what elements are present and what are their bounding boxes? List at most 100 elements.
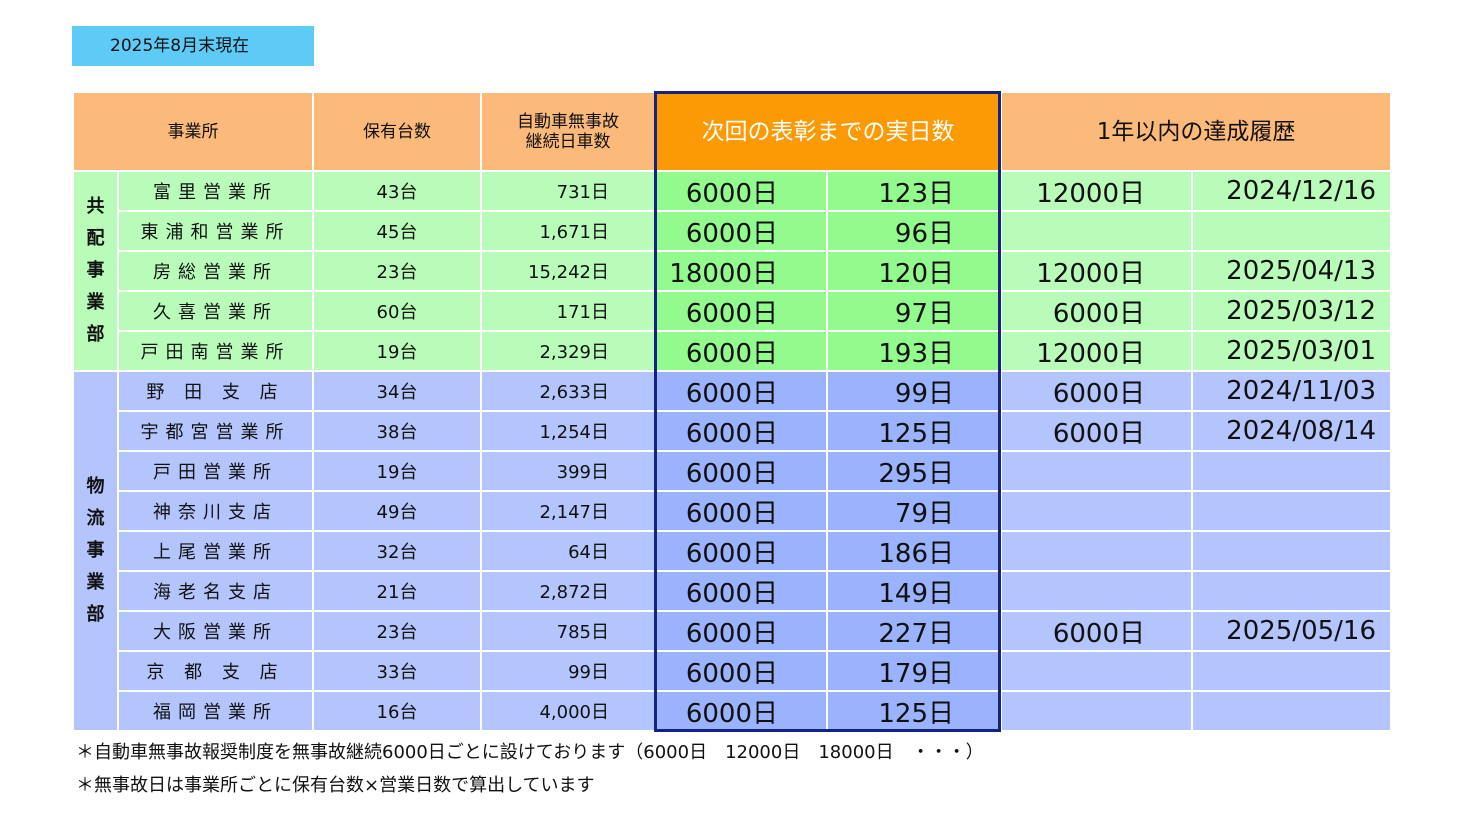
days-remaining-cell: 97日 xyxy=(826,290,1002,332)
days-remaining-cell: 120日 xyxy=(826,250,1002,292)
office-name-cell: 京 都 支 店 xyxy=(117,650,314,692)
table-row: 房総営業所 23台 15,242日 18000日 120日 12000日 2025/04/1… xyxy=(73,250,1393,292)
header-accident-free-days: 自動車無事故 継続日車数 xyxy=(480,91,656,172)
department-char: 共 xyxy=(86,196,105,217)
office-name-cell: 大阪営業所 xyxy=(117,610,314,652)
units-cell: 23台 xyxy=(312,610,482,652)
header-units: 保有台数 xyxy=(312,91,482,172)
table-body: 共配事業部富里営業所 43台 731日 6000日 123日 12000日 2024/12/… xyxy=(72,170,1393,732)
office-name-cell: 福岡営業所 xyxy=(117,690,314,732)
accident-free-days-cell: 15,242日 xyxy=(480,250,656,292)
achieved-date-cell xyxy=(1190,450,1393,492)
units-cell: 19台 xyxy=(312,330,482,372)
office-name-cell: 房総営業所 xyxy=(117,250,314,292)
office-name-cell: 戸田営業所 xyxy=(117,450,314,492)
achieved-milestone-cell: 6000日 xyxy=(1000,610,1193,652)
units-cell: 60台 xyxy=(312,290,482,332)
next-milestone-cell: 6000日 xyxy=(654,570,828,612)
department-char: 事 xyxy=(86,260,105,281)
department-char: 業 xyxy=(86,292,105,313)
achieved-date-cell: 2025/03/12 xyxy=(1190,290,1393,332)
table-row: 大阪営業所 23台 785日 6000日 227日 6000日 2025/05/16 xyxy=(73,610,1393,652)
office-name-cell: 東浦和営業所 xyxy=(117,210,314,252)
table-row: 京 都 支 店 33台 99日 6000日 179日 xyxy=(73,650,1393,692)
days-remaining-cell: 227日 xyxy=(826,610,1002,652)
achieved-date-cell: 2025/03/01 xyxy=(1190,330,1393,372)
table-row: 久喜営業所 60台 171日 6000日 97日 6000日 2025/03/12 xyxy=(73,290,1393,332)
accident-free-days-cell: 64日 xyxy=(480,530,656,572)
office-name-cell: 宇都宮営業所 xyxy=(117,410,314,452)
days-remaining-cell: 123日 xyxy=(826,170,1002,212)
days-remaining-cell: 125日 xyxy=(826,690,1002,732)
achieved-milestone-cell: 12000日 xyxy=(1000,250,1193,292)
units-cell: 23台 xyxy=(312,250,482,292)
next-milestone-cell: 6000日 xyxy=(654,490,828,532)
achieved-date-cell xyxy=(1190,490,1393,532)
achieved-milestone-cell: 12000日 xyxy=(1000,170,1193,212)
office-name-cell: 戸田南営業所 xyxy=(117,330,314,372)
office-name-cell: 神奈川支店 xyxy=(117,490,314,532)
units-cell: 21台 xyxy=(312,570,482,612)
office-name-cell: 野 田 支 店 xyxy=(117,370,314,412)
days-remaining-cell: 193日 xyxy=(826,330,1002,372)
accident-free-days-cell: 1,254日 xyxy=(480,410,656,452)
department-label: 共配事業部 xyxy=(72,170,119,372)
achieved-milestone-cell: 6000日 xyxy=(1000,410,1193,452)
next-milestone-cell: 6000日 xyxy=(654,690,828,732)
accident-free-days-cell: 2,633日 xyxy=(480,370,656,412)
days-remaining-cell: 179日 xyxy=(826,650,1002,692)
next-milestone-cell: 6000日 xyxy=(654,210,828,252)
days-remaining-cell: 99日 xyxy=(826,370,1002,412)
days-remaining-cell: 96日 xyxy=(826,210,1002,252)
days-remaining-cell: 186日 xyxy=(826,530,1002,572)
achieved-date-cell xyxy=(1190,210,1393,252)
achieved-date-cell: 2024/11/03 xyxy=(1190,370,1393,412)
department-char: 部 xyxy=(86,324,105,345)
table-row: 戸田南営業所 19台 2,329日 6000日 193日 12000日 2025/03/01 xyxy=(73,330,1393,372)
accident-free-days-cell: 2,147日 xyxy=(480,490,656,532)
department-char: 配 xyxy=(86,228,105,249)
next-milestone-cell: 6000日 xyxy=(654,410,828,452)
department-char: 部 xyxy=(86,604,105,625)
table-row: 共配事業部富里営業所 43台 731日 6000日 123日 12000日 2024/12/… xyxy=(72,170,1393,372)
accident-free-days-cell: 2,872日 xyxy=(480,570,656,612)
department-label: 物流事業部 xyxy=(72,370,119,732)
office-name-cell: 富里営業所 xyxy=(117,170,314,212)
header-accident-free-line1: 自動車無事故 xyxy=(517,111,619,132)
next-milestone-cell: 6000日 xyxy=(654,170,828,212)
office-name-cell: 上尾営業所 xyxy=(117,530,314,572)
accident-free-days-cell: 99日 xyxy=(480,650,656,692)
units-cell: 16台 xyxy=(312,690,482,732)
achieved-milestone-cell xyxy=(1000,690,1193,732)
office-name-cell: 久喜営業所 xyxy=(117,290,314,332)
department-char: 物 xyxy=(86,476,105,497)
achieved-date-cell xyxy=(1190,650,1393,692)
next-milestone-cell: 6000日 xyxy=(654,530,828,572)
achieved-milestone-cell xyxy=(1000,570,1193,612)
accident-free-table: 事業所 保有台数 自動車無事故 継続日車数 次回の表彰までの実日数 1年以内の達… xyxy=(72,91,1393,732)
units-cell: 49台 xyxy=(312,490,482,532)
units-cell: 45台 xyxy=(312,210,482,252)
next-milestone-cell: 6000日 xyxy=(654,450,828,492)
department-char: 業 xyxy=(86,572,105,593)
header-office: 事業所 xyxy=(72,91,314,172)
table-row: 宇都宮営業所 38台 1,254日 6000日 125日 6000日 2024/08/14 xyxy=(73,410,1393,452)
table-row: 物流事業部野 田 支 店 34台 2,633日 6000日 99日 6000日 2024/1… xyxy=(72,370,1393,732)
table-row: 東浦和営業所 45台 1,671日 6000日 96日 xyxy=(73,210,1393,252)
note-calculation: ＊無事故日は事業所ごとに保有台数×営業日数で算出しています xyxy=(76,775,595,796)
header-achievements: 1年以内の達成履歴 xyxy=(999,91,1393,172)
table-row: 福岡営業所 16台 4,000日 6000日 125日 xyxy=(73,690,1393,732)
accident-free-days-cell: 1,671日 xyxy=(480,210,656,252)
units-cell: 43台 xyxy=(312,170,482,212)
as-of-date-badge: 2025年8月末現在 xyxy=(72,26,314,66)
next-milestone-cell: 6000日 xyxy=(654,290,828,332)
achieved-date-cell xyxy=(1190,530,1393,572)
achieved-date-cell xyxy=(1190,690,1393,732)
units-cell: 33台 xyxy=(312,650,482,692)
achieved-date-cell: 2025/04/13 xyxy=(1190,250,1393,292)
units-cell: 32台 xyxy=(312,530,482,572)
units-cell: 34台 xyxy=(312,370,482,412)
accident-free-days-cell: 2,329日 xyxy=(480,330,656,372)
days-remaining-cell: 125日 xyxy=(826,410,1002,452)
achieved-milestone-cell xyxy=(1000,450,1193,492)
